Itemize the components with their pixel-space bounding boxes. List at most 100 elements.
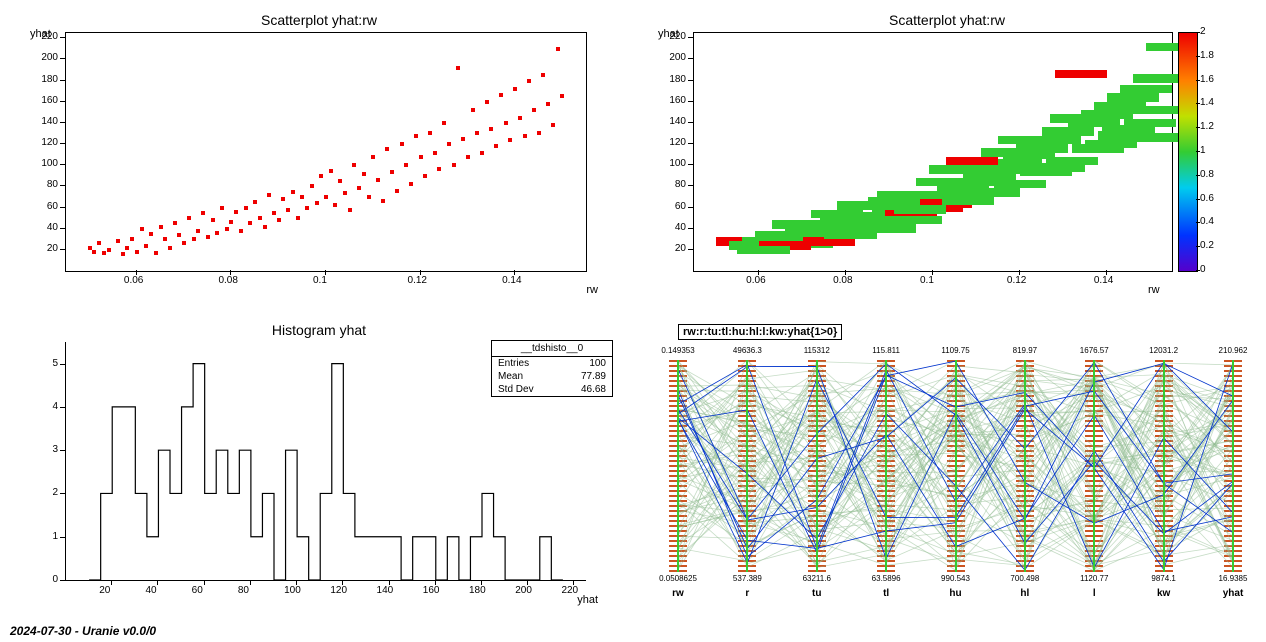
scatter-marker — [281, 197, 285, 201]
scatter-marker — [352, 163, 356, 167]
chart-grid: Scatterplot yhat:rw yhat rw 0.060.080.10… — [0, 0, 1266, 620]
scatter-marker — [159, 225, 163, 229]
heat-cell — [929, 165, 981, 173]
scatter-marker — [92, 250, 96, 254]
scatter-marker — [121, 252, 125, 256]
heat-cell — [1042, 127, 1094, 135]
scatter-marker — [286, 208, 290, 212]
scatter-marker — [428, 131, 432, 135]
heat-cell — [1085, 140, 1137, 148]
scatter-marker — [541, 73, 545, 77]
scatter-marker — [272, 211, 276, 215]
stats-box: __tdshisto__0 Entries100 Mean77.89 Std D… — [491, 340, 613, 397]
scatter-marker — [513, 87, 517, 91]
scatter1-xlabel: rw — [586, 284, 598, 296]
heat-cell — [981, 148, 1033, 156]
scatter-marker — [471, 108, 475, 112]
scatter-marker — [556, 47, 560, 51]
scatter-marker — [466, 155, 470, 159]
scatter-marker — [371, 155, 375, 159]
scatter-marker — [88, 246, 92, 250]
heat-cell — [868, 197, 920, 205]
scatter-marker — [532, 108, 536, 112]
heat-cell — [946, 157, 998, 165]
histogram-xlabel: yhat — [577, 594, 598, 606]
scatter-marker — [390, 170, 394, 174]
scatter-marker — [144, 244, 148, 248]
scatter-marker — [433, 151, 437, 155]
scatter-marker — [319, 174, 323, 178]
scatter-marker — [348, 208, 352, 212]
scatter-marker — [357, 186, 361, 190]
scatter-marker — [263, 225, 267, 229]
scatter-marker — [168, 246, 172, 250]
colorbar — [1178, 32, 1198, 272]
scatter-marker — [560, 94, 564, 98]
scatter-marker — [310, 184, 314, 188]
scatter-marker — [154, 251, 158, 255]
scatter-marker — [97, 241, 101, 245]
scatter-marker — [385, 147, 389, 151]
scatter-marker — [489, 127, 493, 131]
scatter-marker — [475, 131, 479, 135]
scatter-marker — [456, 66, 460, 70]
heatmap-panel: Scatterplot yhat:rw yhat rw 0.060.080.10… — [638, 10, 1256, 310]
scatter-marker — [239, 229, 243, 233]
scatter-marker — [423, 174, 427, 178]
heat-cell — [942, 197, 994, 205]
heat-cell — [1033, 163, 1085, 171]
scatter-marker — [461, 137, 465, 141]
scatter-marker — [149, 232, 153, 236]
scatter-marker — [177, 233, 181, 237]
scatter-marker — [527, 79, 531, 83]
scatter-marker — [234, 210, 238, 214]
heat-cell — [842, 216, 894, 224]
scatter-marker — [296, 216, 300, 220]
heat-cell — [1050, 114, 1102, 122]
heat-cell — [1107, 93, 1159, 101]
histogram-title: Histogram yhat — [10, 322, 628, 338]
scatter-marker — [494, 144, 498, 148]
scatter-marker — [551, 123, 555, 127]
heat-cell — [994, 180, 1046, 188]
heat-cell — [1129, 106, 1181, 114]
scatter-marker — [409, 182, 413, 186]
heat-cell — [916, 178, 968, 186]
scatter-marker — [452, 163, 456, 167]
scatter-marker — [485, 100, 489, 104]
scatter-marker — [187, 216, 191, 220]
stats-mean-label: Mean — [498, 371, 523, 382]
scatter-marker — [277, 218, 281, 222]
scatter-marker — [300, 195, 304, 199]
scatter-marker — [258, 216, 262, 220]
scatter-marker — [135, 250, 139, 254]
scatter-marker — [253, 200, 257, 204]
scatter-marker — [125, 246, 129, 250]
scatter-marker — [437, 167, 441, 171]
scatter-marker — [267, 193, 271, 197]
heat-cell — [1120, 85, 1172, 93]
scatter1-plot-area — [65, 32, 587, 272]
scatter-marker — [220, 206, 224, 210]
scatter-marker — [163, 237, 167, 241]
scatter-marker — [333, 203, 337, 207]
scatter-marker — [537, 131, 541, 135]
scatter-marker — [404, 163, 408, 167]
stats-std: 46.68 — [581, 384, 606, 395]
heat-cell — [1102, 125, 1154, 133]
heatmap-plot-area — [693, 32, 1173, 272]
scatter-marker — [499, 93, 503, 97]
histogram-panel: Histogram yhat yhat __tdshisto__0 Entrie… — [10, 320, 628, 620]
scatter-marker — [225, 227, 229, 231]
scatter-marker — [107, 248, 111, 252]
parallel-plot-area: 0.1493530.0508625rw49636.3537.389r115312… — [678, 360, 1233, 572]
heat-cell — [772, 220, 824, 228]
stats-entries-label: Entries — [498, 358, 529, 369]
scatter-marker — [305, 206, 309, 210]
scatter-marker — [130, 237, 134, 241]
scatter-marker — [447, 142, 451, 146]
scatter-marker — [192, 237, 196, 241]
scatter-marker — [211, 218, 215, 222]
parallel-title: rw:r:tu:tl:hu:hl:l:kw:yhat{1>0} — [678, 324, 842, 340]
scatter-marker — [324, 195, 328, 199]
